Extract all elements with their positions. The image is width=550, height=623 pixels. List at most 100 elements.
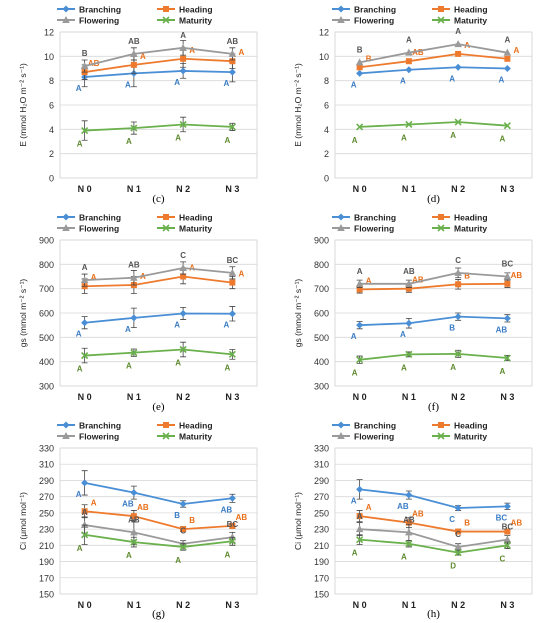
x-tick-label: N 3 bbox=[500, 600, 514, 610]
y-tick-label: 270 bbox=[314, 492, 329, 502]
significance-letter: A bbox=[82, 263, 88, 272]
data-point-maturity bbox=[356, 536, 364, 544]
legend-label-flowering: Flowering bbox=[79, 16, 119, 26]
y-tick-label: 150 bbox=[314, 590, 329, 600]
y-tick-label: 250 bbox=[39, 508, 54, 518]
panel-label: (d) bbox=[427, 193, 440, 205]
data-point-heading bbox=[130, 513, 137, 520]
significance-letter: AB bbox=[412, 510, 424, 519]
legend-label-maturity: Maturity bbox=[454, 432, 487, 442]
y-tick-label: 800 bbox=[39, 260, 54, 270]
data-point-maturity bbox=[81, 531, 89, 539]
chart-panel-f: 300 400 500 600 700 800 900 N 0 N 1 N 2 N 3 gs (mmo… bbox=[293, 213, 533, 413]
y-axis-label: E (mmol H₂O m⁻² s⁻¹) bbox=[18, 63, 28, 147]
significance-letter: A bbox=[357, 512, 363, 521]
y-tick-label: 12 bbox=[44, 28, 54, 38]
y-tick-label: 10 bbox=[319, 52, 329, 62]
data-point-branching bbox=[454, 63, 462, 71]
significance-letter: A bbox=[366, 503, 372, 512]
panel-label: (f) bbox=[428, 401, 439, 413]
y-tick-label: 400 bbox=[39, 357, 54, 367]
series-line-maturity bbox=[84, 123, 233, 132]
legend-label-flowering: Flowering bbox=[354, 432, 394, 442]
significance-letter: C bbox=[499, 554, 505, 563]
x-tick-label: N 2 bbox=[176, 600, 190, 610]
significance-letter: AB bbox=[122, 500, 134, 509]
data-point-branching bbox=[81, 479, 89, 487]
data-point-heading bbox=[229, 279, 236, 286]
series-line-maturity bbox=[84, 348, 233, 357]
data-point-flowering bbox=[405, 528, 413, 536]
series-line-flowering bbox=[359, 528, 508, 548]
significance-letter: A bbox=[82, 508, 88, 517]
significance-letter: A bbox=[91, 498, 97, 507]
significance-letter: A bbox=[238, 48, 244, 57]
x-tick-label: N 0 bbox=[353, 392, 367, 402]
x-tick-label: N 2 bbox=[176, 184, 190, 194]
significance-letter: AB bbox=[511, 519, 523, 528]
significance-letter: C bbox=[180, 527, 186, 536]
significance-letter: AB bbox=[397, 502, 409, 511]
data-point-maturity bbox=[81, 126, 89, 135]
chart-panel-d: 0 2 4 6 8 10 12 N 0 N 1 N 2 N 3 E (mmol H₂O m⁻² s⁻¹… bbox=[293, 5, 533, 205]
x-tick-label: N 0 bbox=[78, 392, 92, 402]
data-point-heading bbox=[356, 286, 363, 293]
data-point-maturity bbox=[405, 540, 413, 548]
data-point-heading bbox=[180, 55, 187, 62]
significance-letter: A bbox=[352, 549, 358, 558]
significance-letter: A bbox=[224, 363, 230, 372]
series-line-flowering bbox=[84, 46, 233, 67]
significance-letter: C bbox=[455, 256, 461, 265]
data-point-heading bbox=[455, 281, 462, 288]
data-point-branching bbox=[405, 319, 413, 327]
legend-label-maturity: Maturity bbox=[179, 16, 212, 26]
data-point-maturity bbox=[130, 349, 138, 357]
y-tick-label: 190 bbox=[39, 557, 54, 567]
data-point-maturity bbox=[179, 543, 187, 551]
series-line-branching bbox=[359, 66, 508, 75]
data-point-branching bbox=[503, 65, 511, 72]
data-point-heading bbox=[504, 55, 511, 62]
significance-letter: A bbox=[238, 270, 244, 279]
series-line-flowering bbox=[84, 524, 233, 545]
y-tick-label: 8 bbox=[324, 76, 329, 86]
significance-letter: AB bbox=[496, 325, 508, 334]
x-tick-label: N 2 bbox=[451, 600, 465, 610]
legend-label-branching: Branching bbox=[79, 421, 121, 431]
series-line-heading bbox=[84, 275, 233, 288]
data-point-branching bbox=[503, 314, 511, 322]
significance-letter: A bbox=[455, 27, 461, 36]
significance-letter: A bbox=[401, 133, 407, 142]
data-point-heading bbox=[455, 50, 462, 57]
data-point-heading bbox=[504, 280, 511, 287]
legend-icon-flowering-marker bbox=[62, 224, 70, 231]
significance-letter: AB bbox=[403, 267, 415, 276]
y-tick-label: 0 bbox=[324, 174, 329, 184]
panel-label: (c) bbox=[152, 193, 165, 205]
data-point-branching bbox=[454, 504, 462, 512]
data-point-flowering bbox=[405, 279, 413, 287]
significance-letter: A bbox=[351, 496, 357, 505]
y-tick-label: 290 bbox=[39, 476, 54, 486]
data-point-flowering bbox=[503, 272, 512, 280]
data-point-flowering bbox=[80, 276, 89, 284]
y-axis-label: Ci (μmol mol⁻¹) bbox=[18, 492, 28, 550]
significance-letter: B bbox=[174, 511, 180, 520]
data-point-flowering bbox=[179, 263, 187, 271]
significance-letter: BC bbox=[227, 256, 239, 265]
significance-letter: A bbox=[91, 273, 97, 282]
significance-letter: A bbox=[77, 140, 83, 149]
chart-panel-c: 0 2 4 6 8 10 12 N 0 N 1 N 2 N 3 E (mmol H₂O m⁻² s⁻¹… bbox=[18, 5, 258, 205]
series-line-flowering bbox=[359, 271, 508, 285]
data-point-heading bbox=[356, 64, 363, 71]
data-point-branching bbox=[405, 491, 413, 499]
legend-label-maturity: Maturity bbox=[179, 224, 212, 234]
panel-label: (h) bbox=[427, 608, 440, 620]
y-tick-label: 250 bbox=[314, 508, 329, 518]
data-point-heading bbox=[405, 285, 412, 292]
y-tick-label: 2 bbox=[49, 149, 54, 159]
legend-label-heading: Heading bbox=[179, 5, 213, 15]
y-tick-label: 230 bbox=[39, 525, 54, 535]
data-point-flowering bbox=[80, 521, 89, 529]
significance-letter: A bbox=[401, 553, 407, 562]
